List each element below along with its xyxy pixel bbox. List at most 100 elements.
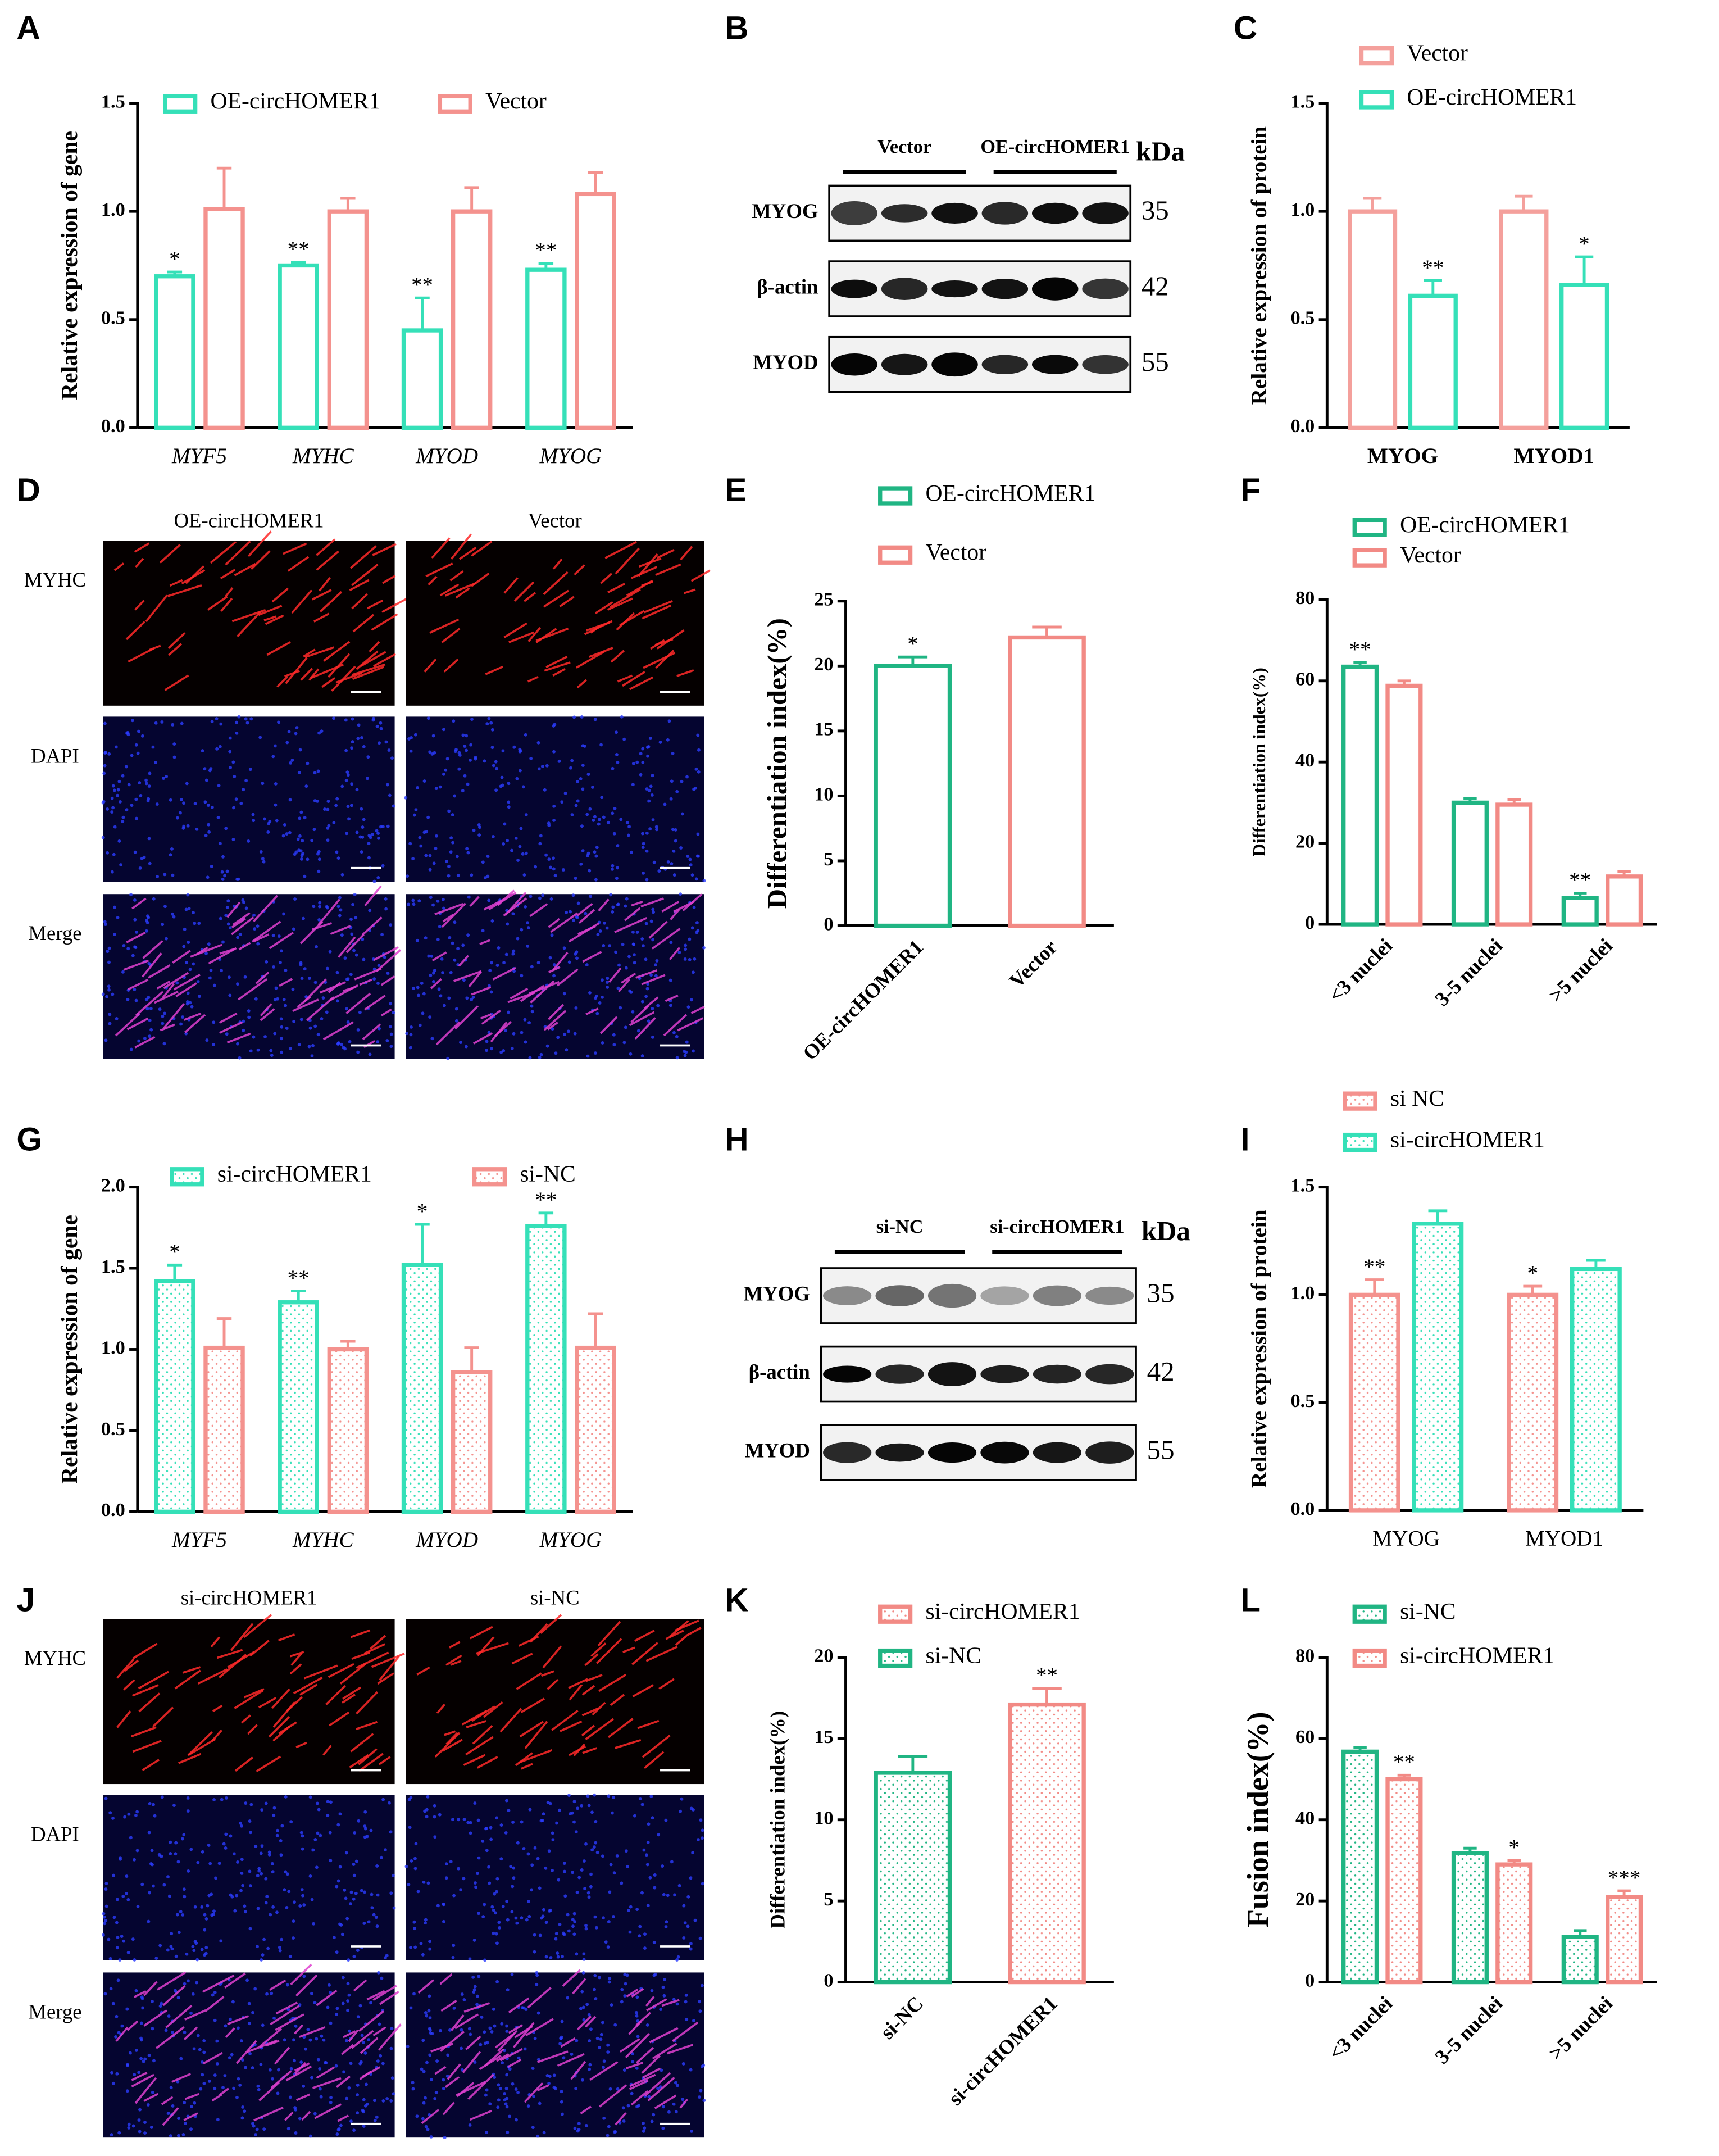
nucleus bbox=[230, 2053, 234, 2057]
myotube bbox=[615, 1739, 642, 1749]
nucleus bbox=[238, 933, 242, 937]
nucleus bbox=[349, 918, 353, 922]
nucleus bbox=[280, 1937, 284, 1941]
myotube bbox=[303, 648, 316, 658]
nucleus bbox=[302, 2084, 306, 2088]
myotube bbox=[116, 1710, 131, 1728]
myotube bbox=[247, 530, 272, 557]
nucleus bbox=[652, 2113, 656, 2117]
nucleus bbox=[363, 2051, 367, 2055]
nucleus bbox=[483, 759, 486, 763]
nucleus bbox=[205, 1038, 209, 1042]
nucleus bbox=[583, 1887, 586, 1891]
nucleus bbox=[243, 1904, 247, 1908]
myotube bbox=[441, 902, 466, 928]
myotube bbox=[126, 2020, 139, 2031]
myotube bbox=[351, 2030, 374, 2049]
bar bbox=[451, 209, 493, 430]
myotube bbox=[329, 1712, 350, 1727]
nucleus bbox=[316, 1831, 320, 1835]
nucleus bbox=[232, 806, 235, 810]
nucleus bbox=[584, 1927, 588, 1931]
myotube bbox=[439, 2031, 465, 2052]
nucleus bbox=[588, 2039, 592, 2042]
nucleus bbox=[629, 1905, 633, 1909]
nucleus bbox=[131, 954, 135, 957]
nucleus bbox=[531, 2126, 535, 2130]
nucleus bbox=[428, 2053, 432, 2057]
nucleus bbox=[304, 784, 308, 788]
y-tick-label: 25 bbox=[814, 589, 833, 610]
nucleus bbox=[191, 1992, 195, 1996]
myotube bbox=[626, 2062, 643, 2069]
nucleus bbox=[642, 1848, 646, 1852]
error-bar bbox=[464, 1346, 479, 1372]
myotube bbox=[260, 1008, 275, 1022]
myotube bbox=[574, 564, 585, 576]
nucleus bbox=[408, 1826, 412, 1830]
nucleus bbox=[671, 751, 675, 755]
nucleus bbox=[141, 2006, 145, 2010]
nucleus bbox=[653, 1873, 657, 1877]
nucleus bbox=[110, 2071, 113, 2075]
error-bar bbox=[1428, 1209, 1448, 1224]
nucleus bbox=[638, 1934, 642, 1938]
myotube bbox=[258, 1697, 277, 1709]
nucleus bbox=[153, 1814, 157, 1818]
nucleus bbox=[563, 1894, 567, 1898]
nucleus bbox=[622, 1041, 626, 1045]
bar bbox=[203, 207, 245, 430]
nucleus bbox=[148, 861, 152, 865]
nucleus bbox=[442, 2087, 445, 2090]
nucleus bbox=[530, 1863, 534, 1867]
myotube bbox=[516, 1672, 542, 1690]
nucleus bbox=[478, 825, 481, 829]
myotube bbox=[661, 1999, 680, 2007]
blot-band bbox=[1085, 1364, 1134, 1385]
bar bbox=[575, 192, 616, 430]
nucleus bbox=[442, 1903, 445, 1907]
myotube bbox=[312, 2077, 342, 2089]
nucleus bbox=[674, 2081, 677, 2085]
nucleus bbox=[167, 2014, 171, 2018]
blot-band bbox=[931, 280, 978, 298]
nucleus bbox=[367, 842, 371, 846]
myotube bbox=[183, 2112, 198, 2121]
nucleus bbox=[206, 1904, 210, 1908]
nucleus bbox=[313, 1838, 317, 1841]
nucleus bbox=[645, 787, 649, 791]
nucleus bbox=[310, 838, 314, 842]
nucleus bbox=[563, 791, 567, 795]
nucleus bbox=[102, 1912, 106, 1916]
nucleus bbox=[332, 1936, 336, 1940]
nucleus bbox=[210, 864, 213, 868]
nucleus bbox=[152, 2059, 156, 2063]
nucleus bbox=[485, 2041, 489, 2045]
nucleus bbox=[662, 1892, 666, 1896]
nucleus bbox=[106, 851, 109, 855]
nucleus bbox=[430, 2032, 434, 2036]
nucleus bbox=[344, 1851, 348, 1855]
nucleus bbox=[345, 770, 349, 774]
nucleus bbox=[320, 729, 324, 733]
nucleus bbox=[169, 2134, 172, 2137]
bar bbox=[1561, 896, 1599, 927]
myotube bbox=[600, 573, 612, 584]
nucleus bbox=[355, 788, 359, 792]
myotube bbox=[654, 2094, 677, 2109]
blot-band bbox=[1082, 202, 1129, 224]
nucleus bbox=[376, 982, 380, 986]
nucleus bbox=[428, 1994, 431, 1998]
nucleus bbox=[623, 1994, 627, 1998]
myotube bbox=[290, 1651, 304, 1658]
nucleus bbox=[265, 1992, 269, 1996]
y-tick-label: 20 bbox=[814, 653, 833, 675]
nucleus bbox=[171, 2104, 175, 2108]
myotube bbox=[290, 1653, 303, 1666]
nucleus bbox=[606, 986, 610, 989]
nucleus bbox=[133, 898, 137, 902]
nucleus bbox=[326, 838, 330, 842]
nucleus bbox=[181, 2132, 185, 2136]
nucleus bbox=[685, 775, 689, 779]
nucleus bbox=[163, 905, 167, 909]
